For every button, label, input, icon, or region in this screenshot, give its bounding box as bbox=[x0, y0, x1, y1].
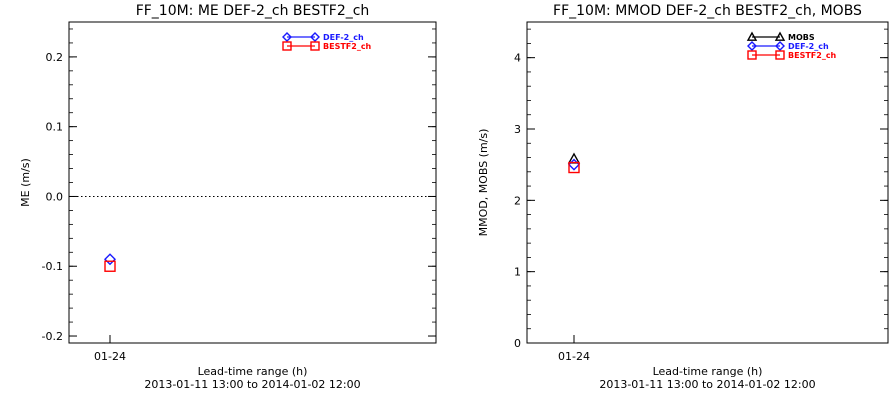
y-tick-label: 0 bbox=[514, 337, 521, 350]
y-tick-label: -0.1 bbox=[42, 260, 63, 273]
legend-marker bbox=[775, 41, 785, 51]
y-axis-label: ME (m/s) bbox=[19, 158, 32, 207]
legend-marker bbox=[310, 41, 320, 51]
legend-label: DEF-2_ch bbox=[323, 33, 364, 42]
data-point-mobs bbox=[567, 152, 581, 164]
legend-marker bbox=[282, 32, 292, 42]
legend-marker bbox=[310, 32, 320, 42]
legend-marker bbox=[747, 50, 757, 60]
x-axis-label: Lead-time range (h) bbox=[653, 365, 763, 378]
x-axis-label: Lead-time range (h) bbox=[198, 365, 308, 378]
legend-label: BESTF2_ch bbox=[788, 51, 837, 60]
chart-title: FF_10M: ME DEF-2_ch BESTF2_ch bbox=[136, 3, 370, 19]
y-tick-label: 3 bbox=[514, 123, 521, 136]
legend-label: DEF-2_ch bbox=[788, 42, 829, 51]
data-point-bestf2-ch bbox=[104, 260, 116, 272]
y-tick-label: 0.0 bbox=[46, 190, 64, 203]
legend-entry: MOBS bbox=[746, 31, 815, 42]
y-tick-label: 1 bbox=[514, 266, 521, 279]
x-axis-period: 2013-01-11 13:00 to 2014-01-02 12:00 bbox=[599, 378, 815, 391]
x-tick-label: 01-24 bbox=[558, 350, 590, 363]
legend-marker bbox=[747, 41, 757, 51]
y-axis-label: MMOD, MOBS (m/s) bbox=[477, 129, 490, 237]
chart-title: FF_10M: MMOD DEF-2_ch BESTF2_ch, MOBS bbox=[553, 3, 862, 19]
legend-marker bbox=[746, 31, 758, 41]
legend-entry: DEF-2_ch bbox=[747, 41, 829, 51]
chart-panel-2: FF_10M: MMOD DEF-2_ch BESTF2_ch, MOBS 0 1 2… bbox=[477, 3, 889, 391]
legend-marker bbox=[775, 50, 785, 60]
legend-entry: DEF-2_ch bbox=[282, 32, 364, 42]
plot-frame bbox=[526, 21, 889, 344]
x-axis-period: 2013-01-11 13:00 to 2014-01-02 12:00 bbox=[144, 378, 360, 391]
y-tick-label: 4 bbox=[514, 52, 521, 65]
data-point-def-2-ch bbox=[104, 253, 116, 266]
y-tick-label: 0.1 bbox=[46, 121, 64, 134]
legend-label: BESTF2_ch bbox=[323, 42, 372, 51]
y-tick-label: 0.2 bbox=[46, 51, 64, 64]
data-point-bestf2-ch bbox=[568, 161, 580, 174]
plot-frame bbox=[68, 21, 437, 344]
legend-entry: BESTF2_ch bbox=[282, 41, 372, 51]
y-tick-label: -0.2 bbox=[42, 330, 63, 343]
legend-marker bbox=[774, 31, 786, 41]
legend-entry: BESTF2_ch bbox=[747, 50, 837, 60]
chart-panel-1: FF_10M: ME DEF-2_ch BESTF2_ch -0.2 -0.1 0.0… bbox=[19, 3, 437, 391]
x-tick-label: 01-24 bbox=[94, 350, 126, 363]
y-tick-label: 2 bbox=[514, 194, 521, 207]
legend-label: MOBS bbox=[788, 33, 815, 42]
legend-marker bbox=[282, 41, 292, 51]
